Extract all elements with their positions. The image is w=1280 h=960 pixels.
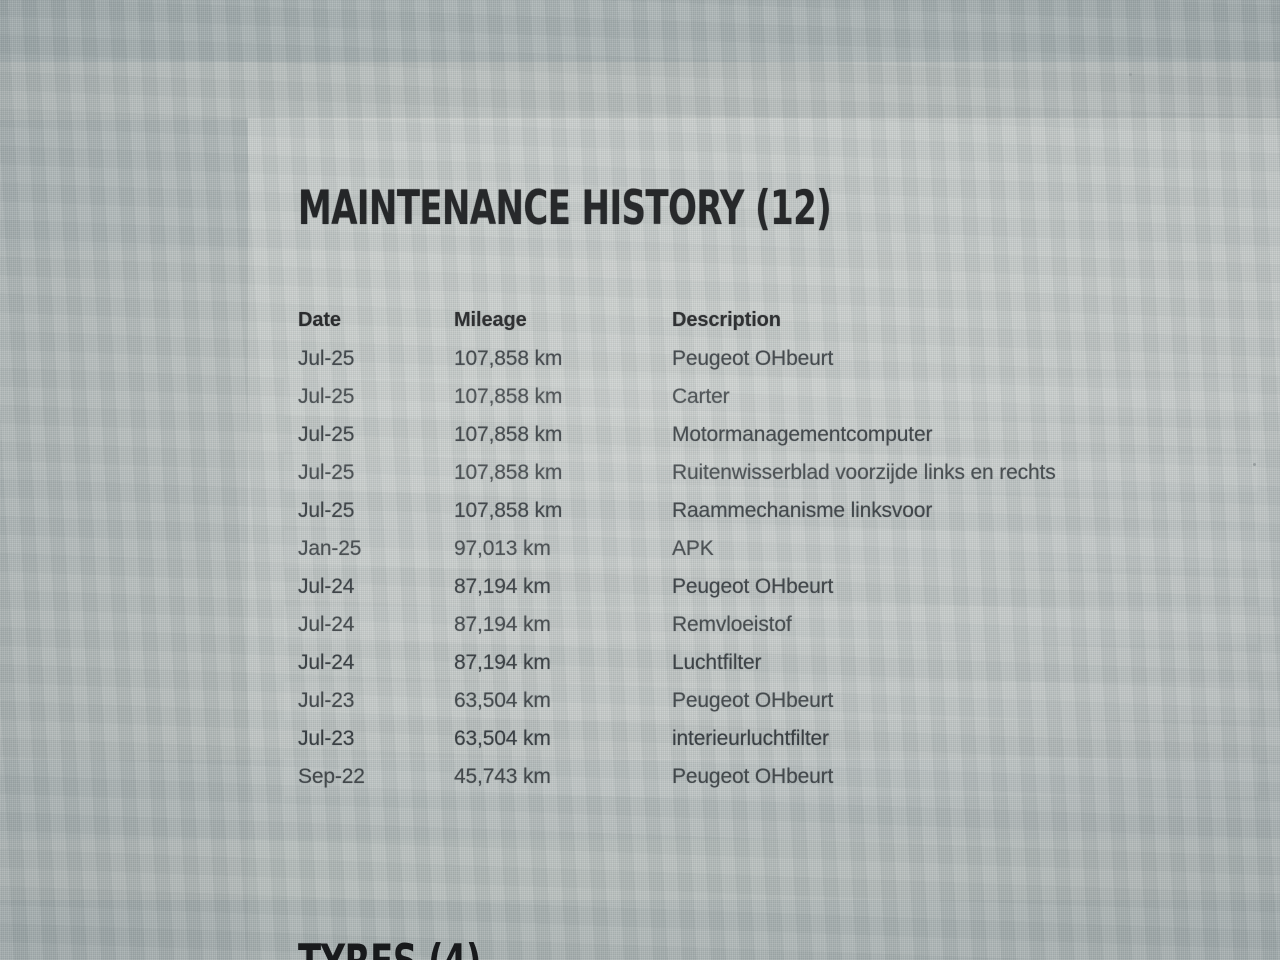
photographed-screen: MAINTENANCE HISTORY (12) Date Mileage De…: [0, 0, 1280, 960]
camera-vignette: [0, 0, 1280, 960]
